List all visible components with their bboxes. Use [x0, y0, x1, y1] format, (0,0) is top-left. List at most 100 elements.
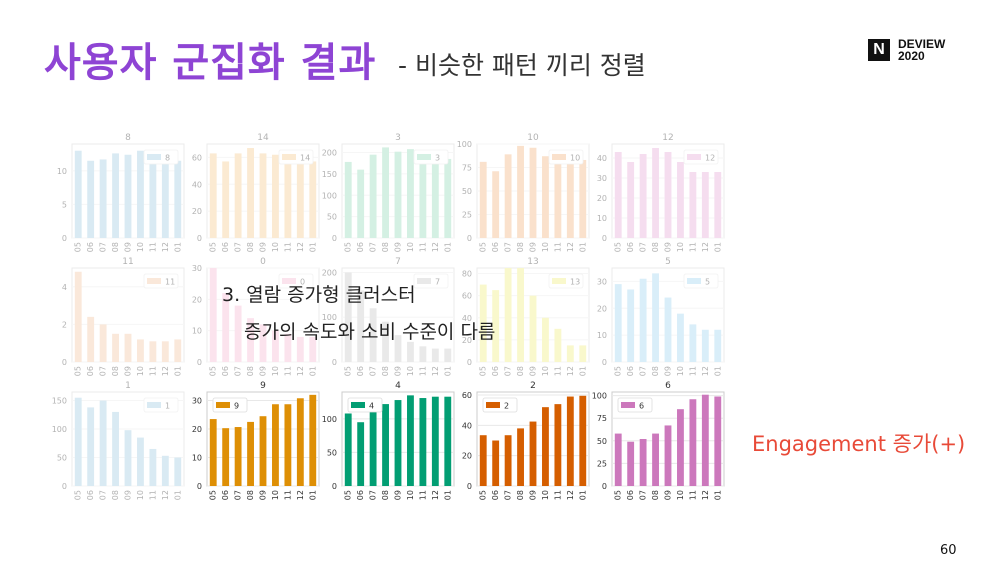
legend-box — [683, 273, 719, 289]
legend-swatch — [351, 402, 365, 408]
chart-title: 2 — [530, 381, 536, 391]
bar — [517, 428, 524, 486]
bar — [566, 159, 574, 238]
x-tick-label: 08 — [381, 242, 390, 252]
bar — [87, 316, 95, 362]
y-tick-label: 100 — [457, 140, 472, 149]
bar — [369, 308, 377, 362]
bar — [234, 305, 242, 362]
y-tick-label: 30 — [192, 397, 202, 406]
bar — [652, 433, 659, 486]
x-tick-label: 07 — [234, 366, 243, 376]
legend-box — [278, 149, 314, 165]
bar — [74, 150, 82, 238]
bar — [272, 330, 279, 362]
bar — [444, 158, 452, 238]
legend-swatch — [147, 278, 161, 284]
y-tick-label: 100 — [322, 415, 337, 424]
bar — [394, 151, 402, 238]
bar — [112, 411, 119, 486]
y-tick-label: 80 — [462, 270, 472, 279]
bar — [357, 169, 365, 238]
legend-swatch — [552, 278, 566, 284]
y-tick-label: 40 — [462, 314, 472, 323]
bar — [554, 161, 562, 238]
x-tick-label: 11 — [688, 366, 697, 376]
y-tick-label: 0 — [602, 234, 607, 243]
x-tick-label: 07 — [639, 490, 648, 500]
bar — [407, 395, 414, 486]
y-tick-label: 4 — [62, 283, 67, 292]
x-tick-label: 10 — [271, 490, 280, 500]
x-tick-label: 09 — [664, 490, 673, 500]
bar — [284, 404, 292, 486]
x-tick-label: 10 — [136, 366, 145, 376]
bar — [627, 162, 635, 238]
x-tick-label: 12 — [161, 366, 170, 376]
x-tick-label: 01 — [713, 242, 722, 252]
bar — [309, 336, 317, 362]
x-tick-label: 05 — [479, 366, 488, 376]
bar — [124, 333, 132, 362]
x-tick-label: 06 — [221, 366, 230, 376]
x-tick-label: 09 — [124, 366, 133, 376]
y-tick-label: 0 — [602, 358, 607, 367]
y-tick-label: 20 — [597, 194, 607, 203]
bar — [407, 341, 414, 362]
legend-label: 6 — [639, 402, 644, 411]
bar — [112, 333, 119, 362]
chart-panel-13: 0 20 40 60 80 13 05 06 07 08 09 10 11 12 01 13 — [462, 257, 590, 376]
x-tick-label: 01 — [578, 242, 587, 252]
y-tick-label: 40 — [462, 421, 472, 430]
chart-panel-7: 0 100 200 7 05 06 07 08 09 10 11 12 01 7 — [322, 257, 455, 376]
slide-subtitle: - 비슷한 패턴 끼리 정렬 — [398, 51, 646, 80]
legend-swatch — [147, 154, 161, 160]
x-tick-label: 07 — [99, 366, 108, 376]
x-tick-label: 09 — [394, 366, 403, 376]
x-tick-label: 05 — [344, 242, 353, 252]
chart-title: 3 — [395, 133, 401, 143]
x-tick-label: 11 — [418, 366, 427, 376]
x-tick-label: 07 — [369, 366, 378, 376]
bar — [664, 425, 672, 486]
x-tick-label: 01 — [308, 490, 317, 500]
y-tick-label: 50 — [57, 454, 67, 463]
bar — [614, 284, 622, 362]
bar — [689, 324, 697, 362]
x-tick-label: 08 — [381, 490, 390, 500]
x-tick-label: 08 — [651, 242, 660, 252]
y-tick-label: 150 — [322, 170, 337, 179]
x-tick-label: 08 — [111, 366, 120, 376]
x-tick-label: 11 — [148, 242, 157, 252]
chart-frame — [206, 143, 320, 239]
x-tick-label: 12 — [701, 242, 710, 252]
bar — [357, 422, 365, 486]
x-tick-label: 09 — [529, 490, 538, 500]
x-tick-label: 05 — [344, 490, 353, 500]
bar — [627, 441, 635, 486]
legend-label: 5 — [705, 278, 710, 287]
deview-logo: N DEVIEW 2020 — [868, 38, 945, 62]
x-tick-label: 05 — [209, 242, 218, 252]
x-tick-label: 06 — [356, 490, 365, 500]
bar — [542, 407, 549, 486]
bar — [504, 435, 512, 486]
bar — [137, 339, 144, 362]
x-tick-label: 11 — [283, 490, 292, 500]
x-tick-label: 01 — [578, 366, 587, 376]
y-tick-label: 5 — [62, 200, 67, 209]
bar — [357, 290, 365, 362]
y-tick-label: 75 — [597, 414, 607, 423]
bar — [309, 394, 317, 486]
legend-box — [548, 273, 584, 289]
x-tick-label: 01 — [308, 242, 317, 252]
x-tick-label: 08 — [651, 490, 660, 500]
bar — [161, 159, 169, 238]
x-tick-label: 01 — [173, 366, 182, 376]
bar — [394, 335, 402, 362]
bar — [419, 346, 427, 362]
y-tick-label: 50 — [327, 448, 337, 457]
legend-swatch — [687, 278, 701, 284]
